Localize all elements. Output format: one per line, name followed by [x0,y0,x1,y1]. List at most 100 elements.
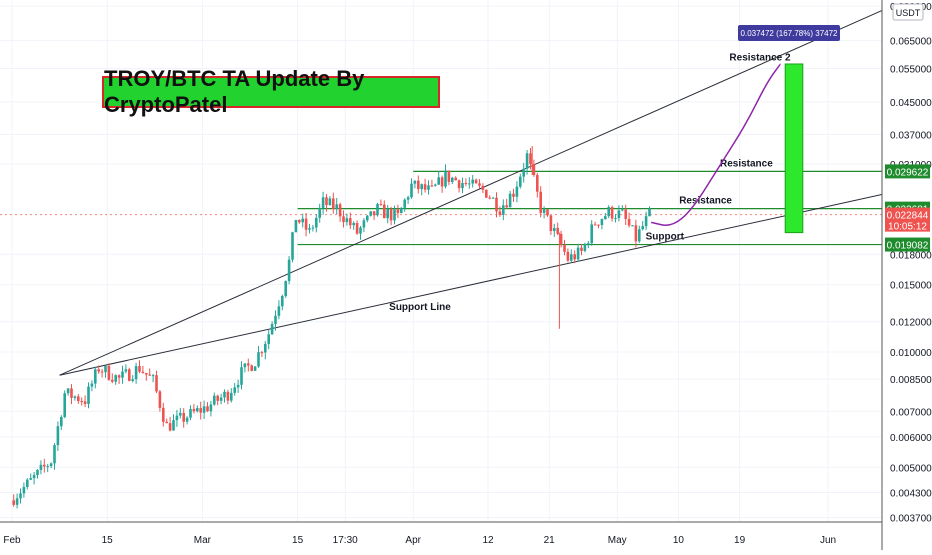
candle-body [444,170,447,187]
candle-body [80,400,83,402]
candles [12,146,651,509]
x-tick-label: 15 [292,535,304,546]
overlays: 0.037472 (167.78%) 37472 [651,25,840,234]
candle-body [372,211,376,216]
candle-body [12,500,15,505]
y-tick-label: 0.004300 [890,488,932,499]
x-tick-label: Apr [405,535,421,546]
candle-body [447,170,451,182]
candle-body [304,218,308,230]
candle-body [121,371,124,378]
x-tick-label: Feb [3,535,21,546]
candle-body [172,420,175,431]
candle-body [206,406,209,412]
candle-body [556,228,559,234]
candle-body [485,189,488,198]
candle-body [301,218,304,223]
target-label: 0.037472 (167.78%) 37472 [741,29,839,38]
candle-body [383,204,386,219]
candle-body [128,369,131,381]
currency-label: USDT [896,8,921,18]
candle-body [236,384,240,388]
candle-body [352,222,355,226]
candle-body [281,295,284,307]
candle-body [168,423,172,431]
candle-body [179,412,182,416]
candle-body [250,365,253,371]
candle-body [464,182,468,184]
candle-body [29,478,32,480]
trendline-label: Support Line [389,302,451,313]
candle-body [155,375,158,392]
y-tick-label: 0.015000 [890,281,932,292]
candle-body [277,306,281,316]
price-tag-countdown: 10:05:12 [888,222,927,233]
candle-body [97,369,100,372]
y-tick-label: 0.007000 [890,407,932,418]
candle-body [94,369,97,384]
candle-body [495,197,498,212]
x-tick-label: 10 [673,535,685,546]
candle-body [478,183,481,186]
candle-body [219,397,223,401]
x-tick-label: 21 [544,535,556,546]
target-bar [784,63,804,234]
candle-body [138,366,141,372]
y-tick-label: 0.065000 [890,37,932,48]
candle-body [141,371,145,373]
price-tag-label: 0.022844 [887,211,929,222]
trendlines: Resistance 2 Support Line [59,9,883,376]
candle-body [393,209,396,221]
candle-body [158,391,162,408]
candle-body [546,209,549,216]
candle-body [66,388,70,394]
candle-body [627,218,631,226]
candle-body [284,281,287,296]
candle-body [624,209,627,219]
x-tick-label: Mar [194,535,212,546]
candle-body [427,185,430,190]
candle-body [338,204,342,217]
candle-body [362,220,366,228]
candle-body [226,391,230,401]
candle-body [593,224,597,226]
candle-body [134,366,138,380]
candle-body [145,372,148,375]
candle-body [634,225,638,242]
candle-body [328,198,332,206]
candle-body [332,198,335,209]
candle-body [488,197,491,199]
candle-body [519,176,522,187]
candle-body [287,259,291,282]
candle-body [199,408,202,413]
candle-body [536,174,539,192]
candle-body [162,407,165,422]
candle-body [440,177,444,187]
candle-body [114,375,117,382]
candle-body [117,375,121,378]
candle-body [597,224,600,226]
candle-body [457,180,461,189]
x-tick-label: 12 [482,535,494,546]
y-tick-label: 0.010000 [890,348,932,359]
candle-body [291,232,294,260]
candle-body [389,208,393,221]
candle-body [549,215,553,232]
candle-body [49,463,53,467]
level-label: Resistance [720,158,773,169]
chart-title: TROY/BTC TA Update By CryptoPatel [102,66,440,117]
candle-body [148,374,151,376]
candle-body [400,207,403,214]
candle-body [87,386,90,404]
candle-body [369,211,372,216]
candle-body [182,412,185,422]
candle-body [26,479,29,487]
candle-body [573,254,576,260]
x-tick-label: 15 [102,535,114,546]
candle-body [260,352,264,354]
candle-body [644,216,648,227]
candle-body [570,254,573,261]
